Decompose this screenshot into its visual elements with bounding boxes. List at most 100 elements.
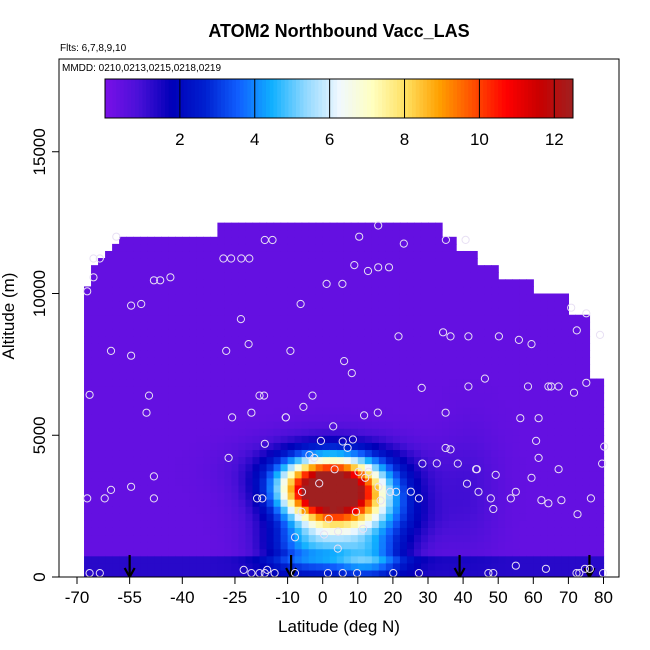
heat-cell (456, 513, 464, 521)
heat-cell (406, 456, 415, 465)
heat-cell (491, 300, 499, 309)
heat-cell (582, 520, 591, 528)
heat-cell (224, 555, 233, 564)
heat-cell (315, 378, 324, 387)
heat-cell (280, 229, 289, 238)
heat-cell (498, 350, 506, 358)
colorbar-tick-label: 12 (545, 130, 564, 149)
heat-cell (435, 357, 443, 365)
heat-cell (512, 470, 520, 479)
heat-cell (385, 272, 394, 280)
heat-cell (484, 279, 492, 288)
heat-cell (406, 406, 415, 415)
heat-cell (126, 541, 134, 550)
heat-cell (540, 406, 548, 415)
heat-cell (568, 520, 577, 528)
heat-cell (133, 350, 141, 358)
heat-cell (371, 428, 380, 436)
heat-cell (357, 449, 366, 458)
heat-cell (259, 491, 268, 500)
heat-cell (105, 562, 113, 571)
heat-cell (322, 265, 331, 273)
heat-cell (519, 279, 527, 288)
heat-cell (203, 569, 211, 577)
heat-cell (350, 392, 359, 401)
colorbar-swatch (423, 79, 428, 118)
observation-point (480, 374, 489, 383)
heat-cell (189, 491, 197, 500)
heat-cell (336, 562, 345, 571)
observation-point (83, 287, 92, 296)
heat-cell (357, 506, 366, 514)
colorbar-swatch (516, 79, 522, 118)
heat-cell (266, 250, 275, 259)
heat-cell (301, 343, 310, 351)
heat-cell (519, 456, 527, 465)
heat-cell (189, 513, 197, 521)
heat-cell (540, 364, 548, 373)
heat-cell (119, 491, 127, 500)
heat-cell (210, 477, 218, 486)
heat-cell (470, 364, 478, 373)
heat-cell (357, 321, 366, 330)
heat-cell (203, 541, 211, 550)
heat-cell (154, 307, 162, 316)
heat-cell (238, 336, 247, 344)
heat-cell (406, 534, 415, 543)
heat-cell (238, 222, 247, 231)
heat-cell (245, 279, 254, 288)
heat-cell (484, 534, 492, 543)
heat-cell (245, 328, 254, 337)
heat-cell (589, 406, 598, 415)
heat-cell (203, 385, 211, 394)
colorbar-swatch (479, 79, 484, 118)
heat-cell (140, 506, 148, 514)
colorbar-swatch (333, 79, 338, 118)
observation-point (569, 388, 579, 397)
heat-cell (224, 243, 233, 252)
observation-point (514, 335, 524, 344)
colorbar-swatch (258, 79, 263, 118)
heat-cell (91, 300, 99, 309)
heat-cell (329, 350, 338, 358)
heat-cell (322, 385, 331, 394)
heat-cell (526, 364, 534, 373)
heat-cell (133, 272, 141, 280)
heat-cell (519, 491, 527, 500)
colorbar-swatch (550, 79, 555, 118)
heat-cell (203, 307, 211, 316)
heat-cell (315, 513, 324, 521)
heat-cell (378, 229, 387, 238)
heat-cell (203, 286, 211, 295)
heat-cell (245, 236, 254, 245)
heat-cell (533, 293, 541, 302)
heat-cell (350, 477, 359, 486)
heat-cell (266, 463, 275, 472)
heat-cell (343, 371, 352, 380)
heat-cell (399, 279, 408, 288)
observation-point (511, 487, 520, 496)
heat-cell (350, 562, 359, 571)
heat-cell (126, 293, 134, 302)
heat-cell (308, 343, 317, 351)
heat-cell (252, 258, 261, 266)
heat-cell (98, 541, 106, 550)
heat-cell (175, 236, 183, 245)
heat-cell (582, 371, 591, 380)
heat-cell (147, 477, 155, 486)
heat-cell (392, 343, 401, 351)
heat-cell (435, 491, 443, 500)
heat-cell (238, 541, 247, 550)
heat-cell (428, 442, 436, 451)
heat-cell (343, 328, 352, 337)
heat-cell (505, 569, 513, 577)
heat-cell (105, 555, 113, 564)
heat-cell (505, 399, 513, 408)
heat-cell (84, 491, 92, 500)
heat-cell (161, 449, 169, 458)
heat-cell (561, 307, 569, 316)
heat-cell (449, 378, 457, 387)
heat-cell (547, 442, 555, 451)
heat-cell (364, 258, 373, 266)
heat-cell (575, 371, 584, 380)
